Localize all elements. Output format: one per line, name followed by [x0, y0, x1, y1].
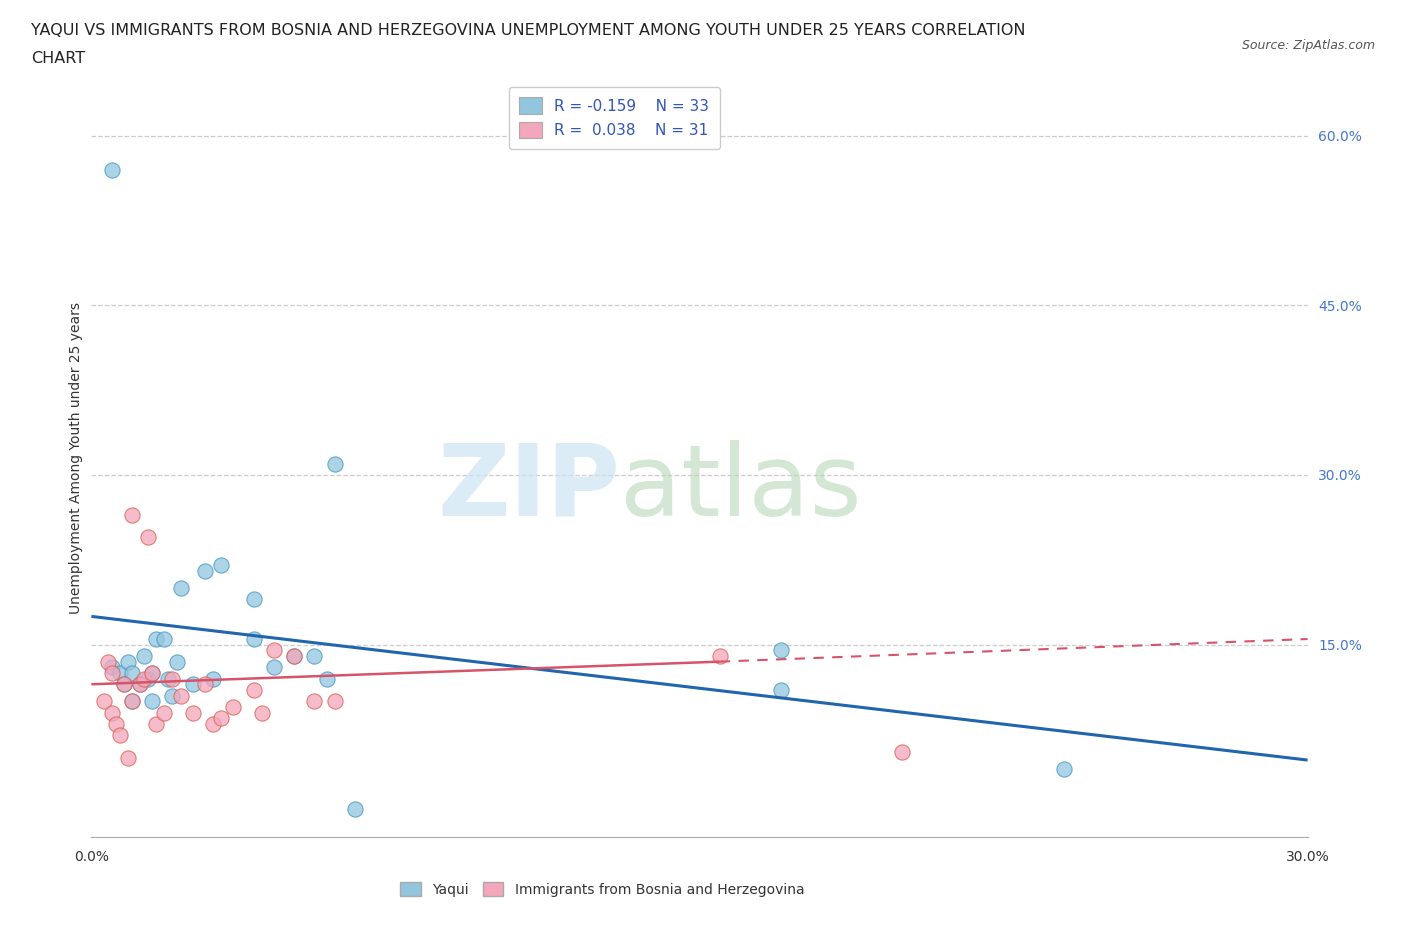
Point [117, 654, 139, 669]
Point [283, 648, 305, 663]
Point [153, 631, 176, 646]
Point [250, 705, 273, 720]
Point [1053, 762, 1076, 777]
Point [132, 671, 155, 686]
Text: CHART: CHART [31, 51, 84, 66]
Point [169, 688, 191, 703]
Point [202, 671, 225, 686]
Point [117, 751, 139, 765]
Point [166, 654, 188, 669]
Point [194, 564, 217, 578]
Point [769, 643, 792, 658]
Point [304, 648, 326, 663]
Point [202, 716, 225, 731]
Point [141, 666, 163, 681]
Point [157, 671, 180, 686]
Point [100, 162, 122, 177]
Point [100, 666, 122, 681]
Point [323, 694, 346, 709]
Point [153, 705, 176, 720]
Point [108, 666, 131, 681]
Point [145, 716, 167, 731]
Point [209, 558, 232, 573]
Point [343, 802, 366, 817]
Point [104, 716, 127, 731]
Point [100, 660, 122, 675]
Point [121, 694, 143, 709]
Point [315, 671, 337, 686]
Point [121, 507, 143, 522]
Point [709, 648, 731, 663]
Point [129, 677, 152, 692]
Point [162, 671, 184, 686]
Point [323, 457, 346, 472]
Point [136, 671, 159, 686]
Point [263, 660, 285, 675]
Point [136, 530, 159, 545]
Point [283, 648, 305, 663]
Legend: Yaqui, Immigrants from Bosnia and Herzegovina: Yaqui, Immigrants from Bosnia and Herzeg… [395, 876, 810, 902]
Point [162, 688, 184, 703]
Text: atlas: atlas [620, 440, 862, 537]
Text: ZIP: ZIP [437, 440, 620, 537]
Point [145, 631, 167, 646]
Point [169, 580, 191, 595]
Point [93, 694, 115, 709]
Point [181, 677, 204, 692]
Point [121, 666, 143, 681]
Point [242, 683, 264, 698]
Point [141, 666, 163, 681]
Point [100, 705, 122, 720]
Text: Source: ZipAtlas.com: Source: ZipAtlas.com [1241, 39, 1375, 52]
Point [222, 699, 245, 714]
Point [141, 694, 163, 709]
Y-axis label: Unemployment Among Youth under 25 years: Unemployment Among Youth under 25 years [69, 302, 83, 614]
Point [263, 643, 285, 658]
Point [242, 631, 264, 646]
Point [112, 677, 135, 692]
Point [108, 728, 131, 743]
Point [112, 677, 135, 692]
Point [891, 745, 914, 760]
Point [129, 677, 152, 692]
Point [181, 705, 204, 720]
Point [242, 592, 264, 607]
Point [132, 648, 155, 663]
Point [304, 694, 326, 709]
Point [194, 677, 217, 692]
Point [209, 711, 232, 725]
Point [97, 654, 120, 669]
Text: YAQUI VS IMMIGRANTS FROM BOSNIA AND HERZEGOVINA UNEMPLOYMENT AMONG YOUTH UNDER 2: YAQUI VS IMMIGRANTS FROM BOSNIA AND HERZ… [31, 23, 1025, 38]
Point [769, 683, 792, 698]
Point [121, 694, 143, 709]
